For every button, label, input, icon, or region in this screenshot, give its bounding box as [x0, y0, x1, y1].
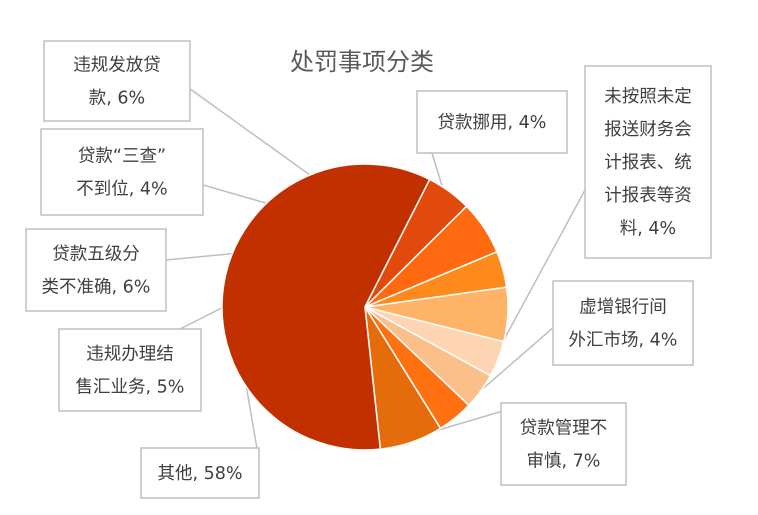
slice-label-text-0-1: 款, 6%: [89, 89, 145, 109]
slice-label-text-6-1: 售汇业务, 5%: [76, 378, 185, 398]
slice-label-text-4-1: 审慎, 7%: [527, 452, 601, 472]
slice-label-box-8: [40, 128, 204, 216]
pie-slices: [221, 163, 509, 451]
slice-label-text-8-1: 不到位, 4%: [76, 180, 167, 200]
slice-label-box-0: [43, 40, 191, 122]
slice-label-box-7: [25, 228, 167, 312]
slice-label-box-5: [140, 447, 260, 499]
slice-label-text-6-0: 违规办理结: [86, 345, 174, 365]
slice-label-text-2-3: 计报表等资: [604, 186, 692, 206]
slice-label-box-3: [552, 280, 694, 366]
pie-slice-5: [221, 163, 431, 451]
slice-label-box-2: [584, 65, 712, 259]
slice-label-text-5-0: 其他, 58%: [157, 464, 242, 484]
slice-label-box-4: [500, 402, 627, 486]
slice-label-text-3-1: 外汇市场, 4%: [569, 331, 678, 351]
slice-label-text-0-0: 违规发放贷: [73, 56, 161, 76]
slice-label-box-6: [58, 328, 202, 412]
slice-label-text-2-0: 未按照未定: [604, 87, 692, 107]
slice-label-text-2-4: 料, 4%: [620, 219, 676, 239]
slice-label-text-2-2: 计报表、统: [604, 153, 692, 173]
slice-label-text-8-0: 贷款“三查”: [78, 147, 166, 167]
slice-label-text-7-1: 类不准确, 6%: [42, 278, 151, 298]
slice-label-text-7-0: 贷款五级分: [52, 245, 140, 265]
slice-label-text-2-1: 报送财务会: [604, 120, 692, 140]
slice-label-text-3-0: 虚增银行间: [579, 298, 667, 318]
pie-slice-8: [364, 250, 508, 308]
slice-label-box-1: [416, 90, 568, 154]
chart-title: 处罚事项分类: [290, 48, 434, 76]
slice-label-text-1-0: 贷款挪用, 4%: [438, 113, 547, 133]
slice-label-text-4-0: 贷款管理不: [520, 419, 608, 439]
